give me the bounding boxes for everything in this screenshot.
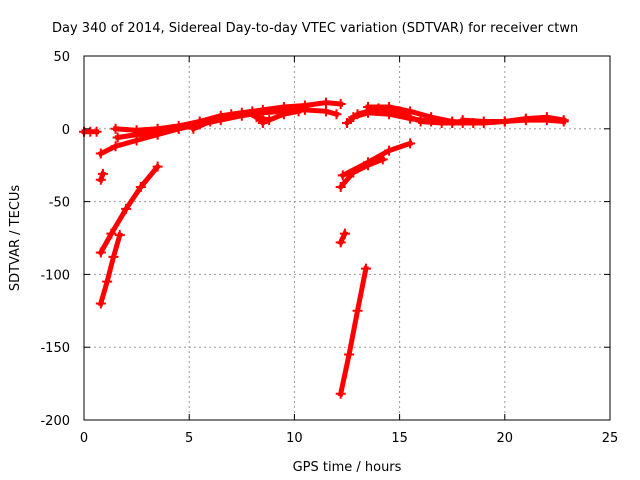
x-tick-label: 5 [185, 431, 193, 446]
data-point [91, 126, 102, 137]
data-point [405, 138, 416, 149]
data-point [415, 116, 426, 127]
x-tick-label: 20 [497, 431, 514, 446]
data-point [299, 100, 310, 111]
data-point [95, 148, 106, 159]
x-tick-label: 15 [391, 431, 408, 446]
y-tick-label: 50 [53, 50, 70, 65]
data-point [331, 109, 342, 120]
series-arc-8 [95, 161, 163, 258]
data-point [108, 251, 119, 262]
data-point [152, 123, 163, 134]
data-point [95, 247, 106, 258]
data-point [335, 237, 346, 248]
data-point [257, 104, 268, 115]
series-line [339, 140, 414, 179]
data-point [131, 125, 142, 136]
series-line [253, 108, 302, 123]
y-tick-label: -200 [40, 414, 70, 429]
series-arc-17 [335, 228, 350, 248]
data-point [293, 106, 304, 117]
data-point [384, 145, 395, 156]
data-point [226, 109, 237, 120]
data-point [541, 112, 552, 123]
x-tick-label: 0 [80, 431, 88, 446]
data-point [95, 174, 106, 185]
series-arc-1 [79, 126, 102, 137]
data-point [339, 228, 350, 239]
data-point [188, 123, 199, 134]
data-point [520, 113, 531, 124]
data-point [360, 263, 371, 274]
data-point [114, 230, 125, 241]
data-point [264, 115, 275, 126]
series-arc-9 [95, 230, 125, 309]
data-point [112, 132, 123, 143]
x-axis-label: GPS time / hours [293, 460, 402, 475]
y-tick-label: 0 [62, 123, 70, 138]
data-point [173, 120, 184, 131]
plot-frame [83, 55, 611, 421]
data-point [363, 101, 374, 112]
data-point [457, 115, 468, 126]
data-point [558, 115, 569, 126]
series-arc-6 [251, 106, 304, 126]
data-point [320, 97, 331, 108]
data-point [135, 182, 146, 193]
y-tick-label: -150 [40, 341, 70, 356]
data-point [436, 117, 447, 128]
chart-title: Day 340 of 2014, Sidereal Day-to-day VTE… [52, 21, 578, 36]
series-line [97, 232, 123, 307]
data-point [102, 276, 113, 287]
data-point [95, 298, 106, 309]
data-point [348, 112, 359, 123]
series-arc-14 [457, 112, 569, 127]
data-point [152, 161, 163, 172]
data-point [363, 157, 374, 168]
series-arc-7 [95, 168, 108, 185]
y-tick-label: -50 [49, 196, 70, 211]
x-tick-label: 10 [286, 431, 303, 446]
axis-ticks: 0 5 10 15 20 25 50 0 -50 -100 -150 -200 [40, 50, 618, 446]
series-arc-18 [335, 263, 371, 399]
series-line [337, 265, 369, 397]
data-point [205, 116, 216, 127]
data-point [352, 305, 363, 316]
y-axis-label: SDTVAR / TECUs [8, 185, 23, 292]
data-point [335, 182, 346, 193]
y-tick-label: -100 [40, 268, 70, 283]
data-point [478, 116, 489, 127]
data-point [344, 349, 355, 360]
x-tick-label: 25 [602, 431, 619, 446]
data-point [342, 117, 352, 128]
data-point [110, 141, 121, 152]
data-series-group [79, 97, 569, 399]
data-point [251, 112, 262, 123]
data-point [97, 168, 108, 179]
series-arc-16 [337, 138, 416, 181]
data-point [278, 109, 289, 120]
data-point [405, 106, 416, 117]
data-point [335, 99, 346, 110]
data-point [384, 101, 395, 112]
data-point [110, 123, 121, 134]
data-point [247, 106, 258, 117]
data-point [106, 228, 117, 239]
data-point [337, 170, 348, 181]
data-point [499, 116, 510, 127]
data-point [335, 388, 346, 399]
data-point [320, 106, 331, 117]
data-point [121, 203, 132, 214]
